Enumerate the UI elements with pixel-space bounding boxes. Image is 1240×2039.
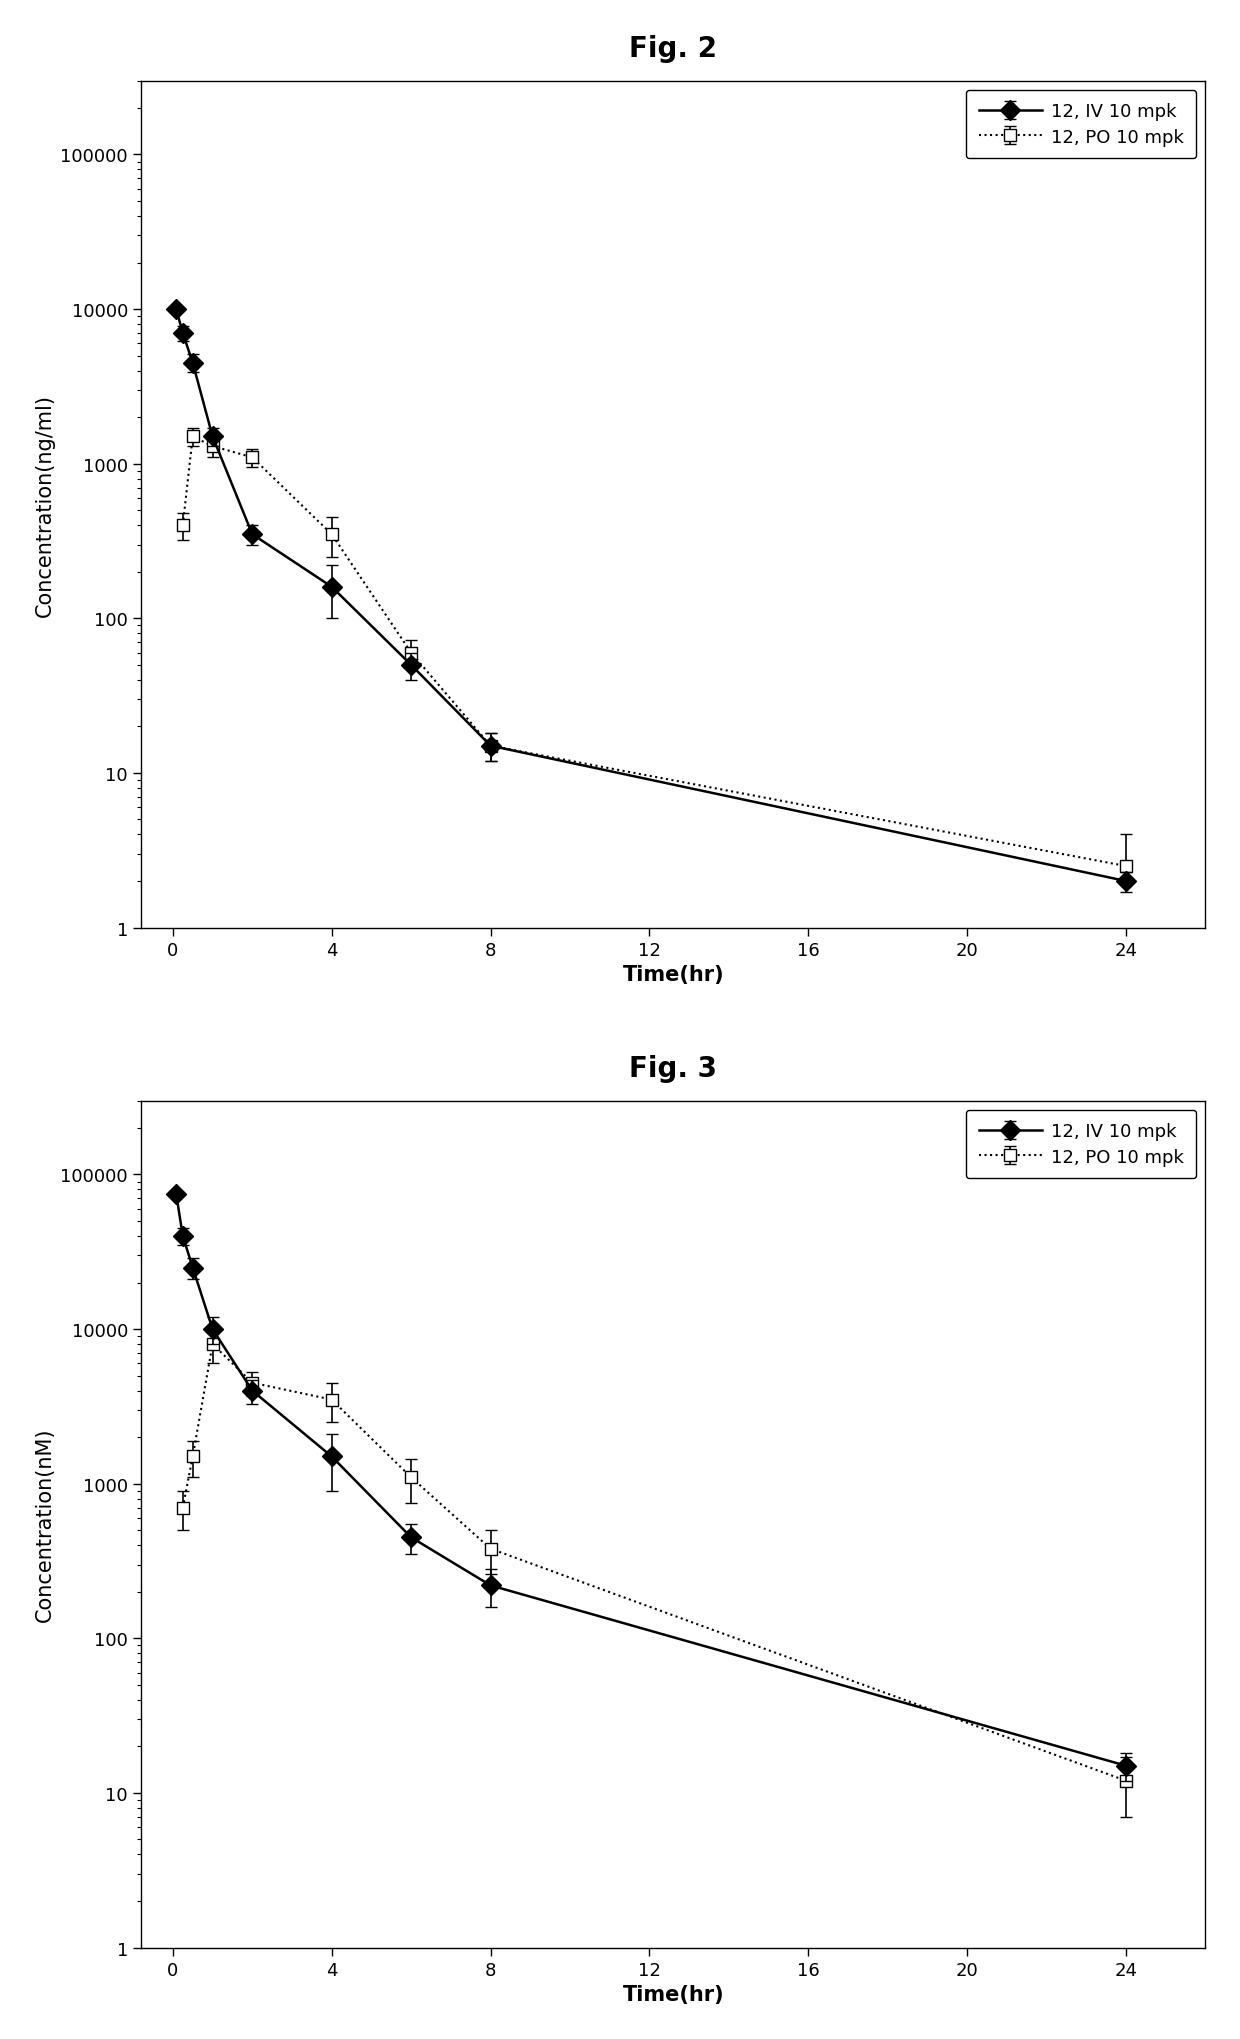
Y-axis label: Concentration(ng/ml): Concentration(ng/ml) <box>35 394 55 616</box>
Title: Fig. 3: Fig. 3 <box>629 1054 717 1083</box>
X-axis label: Time(hr): Time(hr) <box>622 964 724 985</box>
Title: Fig. 2: Fig. 2 <box>629 35 717 63</box>
Legend: 12, IV 10 mpk, 12, PO 10 mpk: 12, IV 10 mpk, 12, PO 10 mpk <box>966 1109 1197 1179</box>
Legend: 12, IV 10 mpk, 12, PO 10 mpk: 12, IV 10 mpk, 12, PO 10 mpk <box>966 90 1197 159</box>
Y-axis label: Concentration(nM): Concentration(nM) <box>35 1427 55 1621</box>
X-axis label: Time(hr): Time(hr) <box>622 1984 724 2004</box>
